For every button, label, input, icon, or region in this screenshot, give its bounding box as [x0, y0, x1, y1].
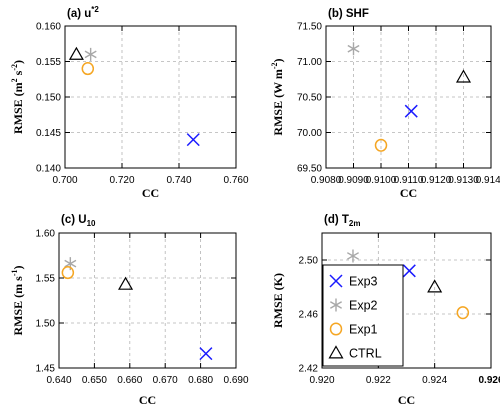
- x-tick-label: 0.9110: [394, 175, 424, 186]
- panel-title: (d) T2m: [324, 214, 360, 228]
- x-tick-label: 0.9080: [311, 175, 342, 186]
- panel-a: 0.700 0.720 0.740 0.760 0.140 0.145 0.150 0.155…: [10, 5, 249, 200]
- x-tick-label: 0.650: [82, 375, 107, 386]
- point-exp3: [402, 264, 416, 278]
- x-tick-label: 0.922: [366, 375, 391, 386]
- legend-marker-exp1: [329, 322, 343, 336]
- x-axis-label: CC: [142, 186, 159, 200]
- x-axis-label: CC: [139, 393, 156, 407]
- point-exp1: [61, 266, 75, 280]
- legend-label-exp3: Exp3: [349, 275, 378, 289]
- point-exp2: [347, 42, 360, 56]
- x-tick-label: 0.690: [223, 375, 248, 386]
- y-tick-label: 70.50: [297, 93, 322, 104]
- y-tick-label: 0.140: [36, 164, 61, 175]
- legend-label-exp2: Exp2: [349, 299, 378, 313]
- y-axis-label: RMSE (m2 s-2): [10, 60, 25, 134]
- y-tick-label: 71.00: [297, 57, 322, 68]
- panel-d: 0.920 0.922 0.924 0.926 2.42 2.46 2.50 (d) T2m C…: [271, 214, 500, 407]
- x-tick-label: 0.670: [153, 375, 178, 386]
- point-exp3: [186, 133, 200, 147]
- y-tick-label: 0.145: [36, 128, 61, 139]
- y-tick-label: 0.160: [36, 22, 61, 33]
- x-axis-label: CC: [398, 393, 415, 407]
- panel-b: 0.90800.90900.91000.91100.91200.91300.91…: [270, 8, 500, 200]
- y-tick-label: 71.50: [297, 22, 322, 33]
- x-tick-label: 0.640: [46, 375, 71, 386]
- x-tick-label: 0.760: [223, 175, 248, 186]
- x-tick-label: 0.920: [309, 375, 334, 386]
- x-tick-label: 0.926: [478, 375, 500, 386]
- x-tick-label: 0.740: [166, 175, 191, 186]
- x-tick-label: 0.9140: [476, 175, 500, 186]
- y-tick-label: 0.155: [36, 57, 61, 68]
- y-tick-label: 0.150: [36, 93, 61, 104]
- point-exp3: [404, 104, 418, 118]
- y-tick-label: 1.45: [36, 364, 56, 375]
- y-axis-label: RMSE (K): [271, 273, 285, 328]
- point-ctrl: [427, 279, 443, 293]
- legend-marker-ctrl: [328, 345, 344, 359]
- y-tick-label: 1.50: [36, 319, 56, 330]
- y-axis-label: RMSE (m s-1): [10, 265, 25, 335]
- point-exp3: [199, 347, 213, 361]
- panel-title: (a) u*2: [67, 5, 99, 20]
- point-exp1: [374, 138, 388, 152]
- panel-c: 0.640 0.650 0.660 0.670 0.680 0.690 1.45 1.50 1.…: [10, 214, 249, 407]
- point-exp1: [81, 62, 95, 76]
- x-tick-label: 0.660: [117, 375, 142, 386]
- plot-frame: [321, 232, 492, 369]
- point-exp2: [84, 47, 97, 61]
- point-ctrl: [118, 276, 134, 290]
- y-tick-label: 69.50: [297, 164, 322, 175]
- x-axis-label: CC: [400, 186, 417, 200]
- x-tick-label: 0.924: [422, 375, 447, 386]
- legend-marker-exp2: [329, 298, 343, 312]
- legend-label-exp1: Exp1: [349, 323, 378, 337]
- panel-title: (c) U10: [61, 214, 96, 228]
- y-axis-label: RMSE (W m-2): [270, 58, 285, 135]
- y-tick-label: 1.60: [36, 229, 56, 240]
- panel-title: (b) SHF: [328, 8, 369, 20]
- point-ctrl: [68, 46, 84, 60]
- legend-marker-exp3: [329, 274, 343, 288]
- y-tick-label: 70.00: [297, 128, 322, 139]
- x-tick-label: 0.9130: [448, 175, 479, 186]
- x-tick-label: 0.720: [109, 175, 134, 186]
- legend-label-ctrl: CTRL: [349, 347, 382, 361]
- point-ctrl: [455, 69, 472, 83]
- x-tick-label: 0.700: [52, 175, 77, 186]
- plot-frame: [58, 232, 237, 369]
- y-tick-label: 1.55: [36, 274, 56, 285]
- x-tick-label: 0.9090: [338, 175, 369, 186]
- x-tick-label: 0.9120: [421, 175, 452, 186]
- legend: Exp3 Exp2 Exp1 CTRL: [322, 264, 404, 367]
- y-tick-label: 2.46: [299, 310, 319, 321]
- point-exp1: [456, 306, 470, 320]
- y-tick-label: 2.42: [299, 364, 319, 375]
- x-tick-label: 0.9100: [366, 175, 397, 186]
- point-exp2: [346, 249, 359, 263]
- x-tick-label: 0.680: [188, 375, 213, 386]
- y-tick-label: 2.50: [299, 256, 319, 267]
